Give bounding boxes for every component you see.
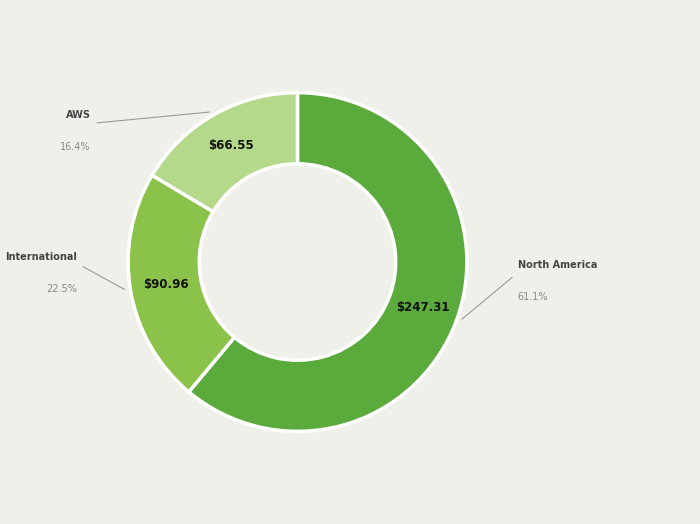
Text: $90.96: $90.96 [143,278,188,291]
Text: 61.1%: 61.1% [518,292,548,302]
Text: North America: North America [518,260,597,270]
Wedge shape [152,93,298,212]
Text: AWS: AWS [66,110,91,120]
Text: $66.55: $66.55 [209,139,254,152]
Text: International: International [6,252,77,262]
Text: $247.31: $247.31 [396,301,450,314]
Wedge shape [189,93,467,431]
Text: 22.5%: 22.5% [46,284,77,294]
Wedge shape [128,175,234,392]
Text: 16.4%: 16.4% [60,142,91,152]
